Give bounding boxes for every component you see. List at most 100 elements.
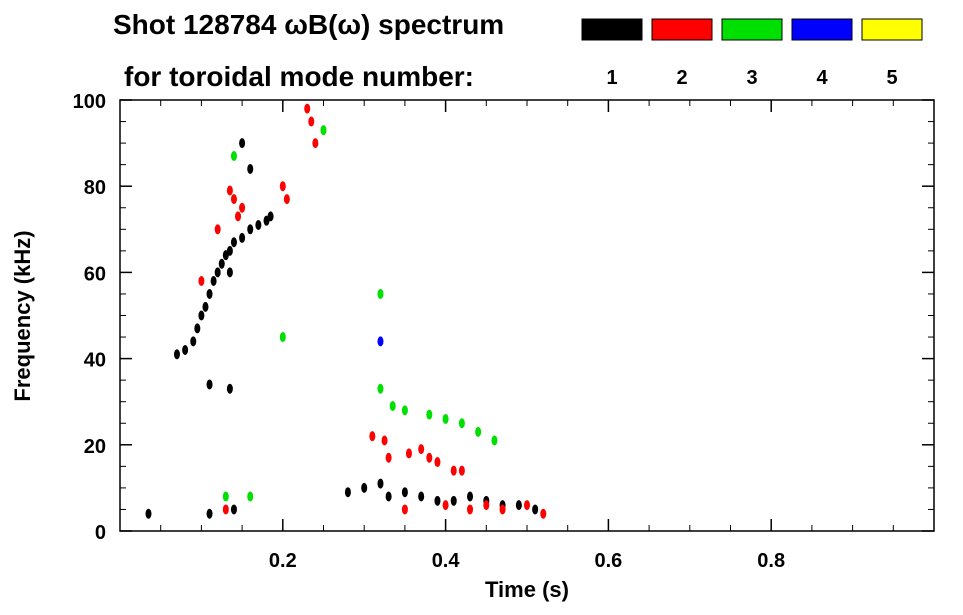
data-point-mode-2 xyxy=(524,500,530,511)
legend-swatch-mode-5 xyxy=(861,18,923,41)
data-point-mode-1 xyxy=(202,301,209,312)
data-point-mode-3 xyxy=(458,418,465,429)
data-point-mode-3 xyxy=(247,491,254,502)
data-point-mode-3 xyxy=(389,401,396,412)
data-point-mode-1 xyxy=(206,379,213,390)
data-point-mode-2 xyxy=(385,452,392,463)
chart-title-line2: for toroidal mode number: xyxy=(124,61,474,92)
data-point-mode-3 xyxy=(475,426,482,437)
data-point-mode-1 xyxy=(182,344,189,355)
legend-label-mode-1: 1 xyxy=(606,67,617,89)
data-point-mode-1 xyxy=(218,258,225,269)
legend-swatch-mode-3 xyxy=(721,18,783,41)
data-point-mode-2 xyxy=(467,504,474,515)
data-point-mode-3 xyxy=(491,435,498,446)
data-point-mode-1 xyxy=(255,219,262,230)
data-point-mode-3 xyxy=(442,413,449,424)
x-tick-label: 0.2 xyxy=(269,550,297,572)
data-point-mode-3 xyxy=(320,125,327,136)
legend: 1 2 3 4 5 xyxy=(581,18,923,89)
data-point-mode-3 xyxy=(279,332,286,343)
data-point-mode-3 xyxy=(222,491,229,502)
legend-swatch-mode-4 xyxy=(791,18,853,41)
data-point-mode-1 xyxy=(226,267,233,278)
x-tick-label: 0.6 xyxy=(594,550,622,572)
data-point-mode-1 xyxy=(190,336,197,347)
data-point-mode-3 xyxy=(426,409,433,420)
data-point-mode-1 xyxy=(226,245,233,256)
y-axis-label: Frequency (kHz) xyxy=(10,230,35,401)
data-point-mode-2 xyxy=(226,185,233,196)
data-point-mode-1 xyxy=(239,138,246,149)
legend-label-mode-5: 5 xyxy=(886,67,897,89)
data-point-mode-1 xyxy=(247,224,254,235)
legend-label-mode-2: 2 xyxy=(676,67,687,89)
data-point-mode-1 xyxy=(418,491,425,502)
data-point-mode-3 xyxy=(230,151,237,162)
data-point-mode-2 xyxy=(369,431,376,442)
data-point-mode-1 xyxy=(230,237,237,248)
data-point-mode-1 xyxy=(206,508,213,519)
data-point-mode-2 xyxy=(426,452,433,463)
data-point-mode-1 xyxy=(401,487,408,498)
data-point-mode-2 xyxy=(418,444,425,455)
data-point-mode-1 xyxy=(434,495,441,506)
data-point-mode-1 xyxy=(210,276,217,287)
plot-frame xyxy=(119,99,935,532)
data-point-mode-2 xyxy=(442,500,449,511)
data-point-mode-1 xyxy=(344,487,351,498)
data-point-mode-1 xyxy=(230,504,237,515)
data-point-mode-1 xyxy=(239,232,246,243)
data-point-mode-1 xyxy=(467,491,474,502)
data-point-mode-2 xyxy=(222,504,229,515)
data-point-mode-2 xyxy=(434,457,441,468)
data-point-mode-2 xyxy=(239,202,246,213)
data-point-mode-1 xyxy=(377,478,384,489)
data-point-mode-1 xyxy=(515,500,522,511)
axis-ticks: 0.2 0.4 0.6 0.8 0 20 40 60 80 100 xyxy=(73,91,934,572)
data-point-mode-2 xyxy=(214,224,221,235)
data-point-mode-1 xyxy=(145,508,152,519)
data-point-mode-2 xyxy=(304,103,311,114)
legend-label-mode-3: 3 xyxy=(746,67,757,89)
data-point-mode-2 xyxy=(312,138,319,149)
x-axis-label: Time (s) xyxy=(485,577,569,602)
y-tick-label: 40 xyxy=(84,350,106,372)
data-point-mode-2 xyxy=(458,465,465,476)
data-point-mode-2 xyxy=(235,211,242,222)
data-point-mode-2 xyxy=(308,116,315,127)
data-point-mode-3 xyxy=(401,405,408,416)
data-marks xyxy=(145,103,547,519)
data-point-mode-1 xyxy=(267,211,274,222)
y-tick-label: 80 xyxy=(84,177,106,199)
data-point-mode-2 xyxy=(401,504,408,515)
y-tick-label: 60 xyxy=(84,263,106,285)
data-point-mode-1 xyxy=(198,310,205,321)
y-tick-label: 0 xyxy=(95,522,106,544)
legend-swatch-mode-2 xyxy=(651,18,713,41)
data-point-mode-1 xyxy=(214,267,221,278)
data-point-mode-2 xyxy=(450,465,457,476)
data-point-mode-1 xyxy=(173,349,180,360)
legend-swatch-mode-1 xyxy=(581,18,643,41)
x-tick-label: 0.4 xyxy=(432,550,461,572)
data-point-mode-2 xyxy=(483,500,490,511)
data-point-mode-1 xyxy=(385,491,392,502)
data-point-mode-4 xyxy=(377,336,384,347)
data-point-mode-2 xyxy=(283,194,290,205)
data-point-mode-2 xyxy=(230,194,237,205)
data-point-mode-2 xyxy=(405,448,412,459)
data-point-mode-1 xyxy=(450,495,457,506)
chart-title-line1: Shot 128784 ωB(ω) spectrum xyxy=(113,9,504,40)
data-point-mode-2 xyxy=(381,435,388,446)
data-point-mode-1 xyxy=(226,383,233,394)
y-tick-label: 20 xyxy=(84,436,106,458)
data-point-mode-3 xyxy=(377,383,384,394)
data-point-mode-2 xyxy=(499,504,506,515)
legend-label-mode-4: 4 xyxy=(816,67,828,89)
data-point-mode-1 xyxy=(532,504,539,515)
data-point-mode-1 xyxy=(206,288,213,299)
x-tick-label: 0.8 xyxy=(757,550,785,572)
data-point-mode-2 xyxy=(540,508,547,519)
